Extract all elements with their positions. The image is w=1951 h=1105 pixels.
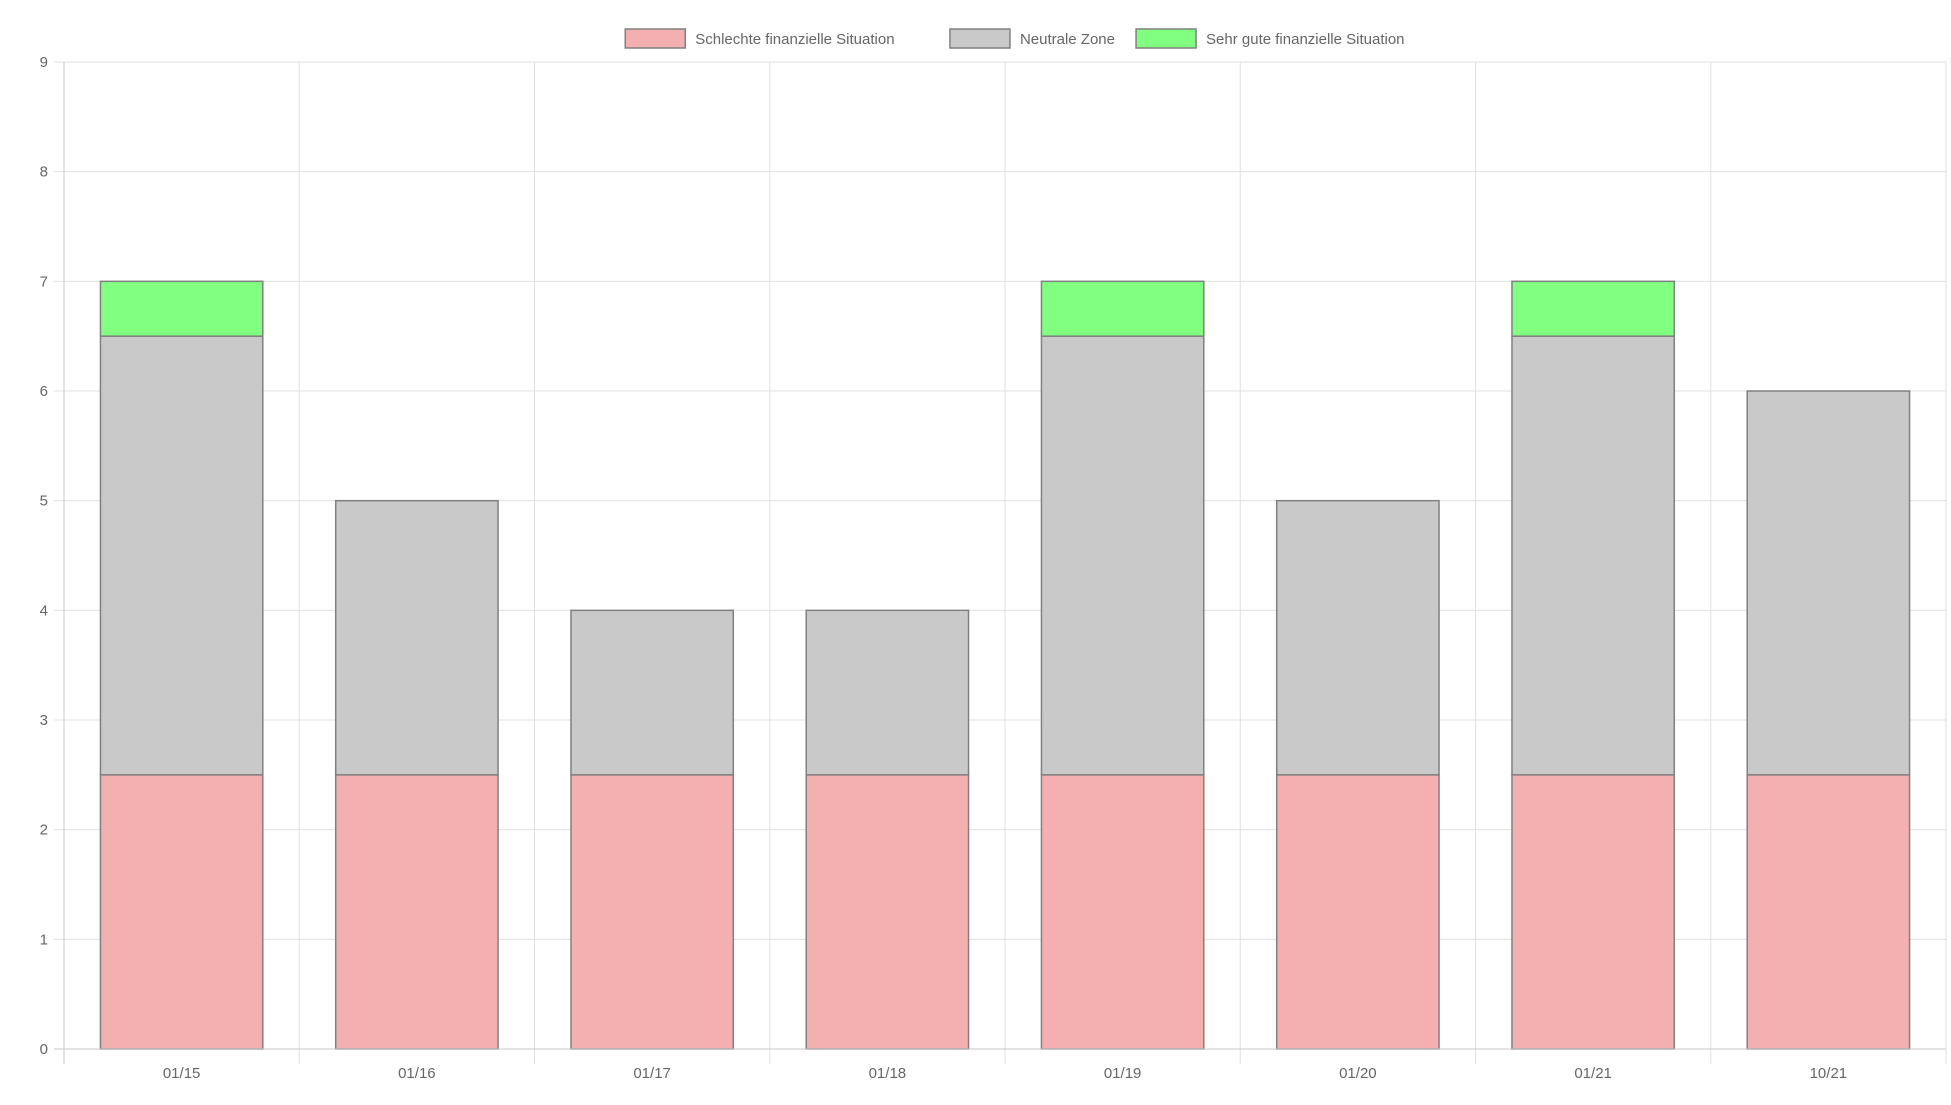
legend-label-series-0[interactable]: Schlechte finanzielle Situation bbox=[695, 31, 894, 48]
x-tick-label: 01/16 bbox=[398, 1065, 436, 1082]
y-tick-label: 5 bbox=[40, 493, 48, 510]
y-tick-label: 2 bbox=[40, 822, 48, 839]
axes: 0 1 2 3 4 5 6 7 8 9 01/15 01/16 01/17 01/18 01/19 01/20… bbox=[40, 54, 1946, 1082]
x-tick-label: 01/18 bbox=[869, 1065, 907, 1082]
bar-segment-series-2 bbox=[99, 280, 264, 337]
y-tick-label: 3 bbox=[40, 712, 48, 729]
bar-segment-series-0 bbox=[334, 774, 499, 1050]
x-tick-label: 01/17 bbox=[633, 1065, 671, 1082]
bar-segment-series-1 bbox=[334, 499, 499, 776]
bar-segment-series-1 bbox=[99, 335, 264, 776]
bar-segment-series-0 bbox=[1746, 774, 1911, 1050]
y-tick-label: 6 bbox=[40, 383, 48, 400]
legend-label-series-1[interactable]: Neutrale Zone bbox=[1020, 31, 1115, 48]
bar-segment-series-1 bbox=[570, 609, 735, 776]
x-tick-label: 01/21 bbox=[1574, 1065, 1612, 1082]
legend-label-series-2[interactable]: Sehr gute finanzielle Situation bbox=[1206, 31, 1404, 48]
bar-segment-series-0 bbox=[1511, 774, 1676, 1050]
legend-swatch-series-2[interactable] bbox=[1135, 28, 1197, 49]
x-tick-label: 01/20 bbox=[1339, 1065, 1377, 1082]
bars bbox=[99, 280, 1911, 1050]
y-tick-label: 0 bbox=[40, 1041, 48, 1058]
bar-segment-series-2 bbox=[1040, 280, 1205, 337]
bar-segment-series-0 bbox=[99, 774, 264, 1050]
bar-segment-series-0 bbox=[570, 774, 735, 1050]
bar-segment-series-0 bbox=[1040, 774, 1205, 1050]
bar-segment-series-0 bbox=[1275, 774, 1440, 1050]
x-tick-label: 01/19 bbox=[1104, 1065, 1142, 1082]
legend-swatch-series-0[interactable] bbox=[624, 28, 686, 49]
legend-swatch-series-1[interactable] bbox=[949, 28, 1011, 49]
x-tick-label: 10/21 bbox=[1810, 1065, 1848, 1082]
bar-segment-series-1 bbox=[805, 609, 970, 776]
legend: Schlechte finanzielle Situation Neutrale … bbox=[624, 28, 1405, 49]
bar-segment-series-1 bbox=[1746, 390, 1911, 776]
bar-segment-series-1 bbox=[1275, 499, 1440, 776]
bar-segment-series-1 bbox=[1511, 335, 1676, 776]
y-tick-label: 8 bbox=[40, 164, 48, 181]
bar-segment-series-0 bbox=[805, 774, 970, 1050]
y-tick-label: 1 bbox=[40, 931, 48, 948]
y-tick-label: 9 bbox=[40, 54, 48, 71]
y-tick-label: 7 bbox=[40, 273, 48, 290]
y-tick-label: 4 bbox=[40, 602, 48, 619]
bar-segment-series-2 bbox=[1511, 280, 1676, 337]
grid bbox=[64, 61, 1947, 1064]
x-tick-label: 01/15 bbox=[163, 1065, 201, 1082]
bar-segment-series-1 bbox=[1040, 335, 1205, 776]
